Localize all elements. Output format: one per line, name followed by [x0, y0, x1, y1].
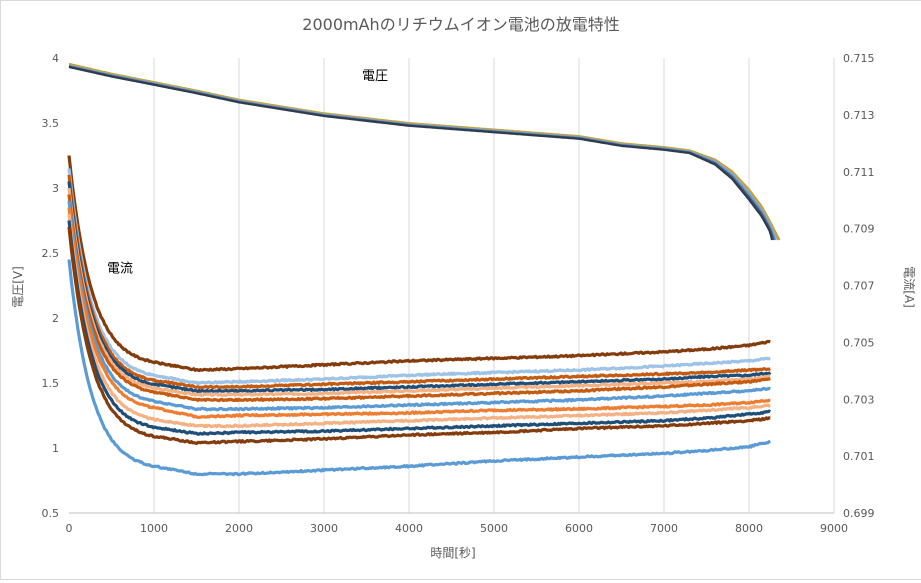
y-right-tick-label: 0.707 [843, 280, 875, 293]
x-axis-label: 時間[秒] [430, 546, 475, 560]
x-tick-label: 6000 [565, 522, 593, 535]
current-series-group [67, 155, 772, 477]
x-tick-label: 8000 [735, 522, 763, 535]
y-left-tick-label: 3.5 [42, 117, 60, 130]
y-left-tick-label: 1 [52, 442, 59, 455]
x-tick-label: 1000 [140, 522, 168, 535]
y-right-tick-label: 0.711 [843, 166, 875, 179]
voltage-series-line [68, 65, 775, 241]
y-right-tick-label: 0.699 [843, 507, 875, 520]
voltage-series-line [68, 66, 773, 241]
y-right-tick-label: 0.715 [843, 52, 875, 65]
current-series-line [67, 168, 771, 386]
x-tick-label: 2000 [225, 522, 253, 535]
gridlines [153, 58, 835, 513]
y-left-tick-label: 1.5 [42, 377, 60, 390]
y-left-tick-label: 4 [52, 52, 59, 65]
x-tick-label: 3000 [310, 522, 338, 535]
y-left-tick-label: 0.5 [42, 507, 60, 520]
current-series-line [67, 174, 771, 390]
voltage-series-line [68, 64, 777, 241]
current-series-line [67, 220, 771, 436]
x-tick-label: 5000 [480, 522, 508, 535]
current-series-line [67, 181, 772, 394]
x-tick-label: 0 [66, 522, 73, 535]
y-right-tick-label: 0.705 [843, 336, 875, 349]
current-series-line [67, 200, 771, 412]
y-right-tick-label: 0.703 [843, 393, 875, 406]
x-tick-label: 7000 [650, 522, 678, 535]
y-right-tick-label: 0.709 [843, 223, 875, 236]
current-series-line [67, 207, 771, 419]
current-series-line [67, 155, 771, 373]
chart-title: 2000mAhのリチウムイオン電池の放電特性 [302, 15, 619, 34]
voltage-series-line [68, 64, 779, 241]
y-right-tick-label: 0.713 [843, 109, 875, 122]
current-series-line [67, 213, 771, 429]
current-series-line [67, 259, 772, 477]
y-right-axis-label: 電流[A] [902, 266, 916, 308]
annotation-label: 電圧 [362, 69, 388, 84]
y-left-tick-label: 2.5 [42, 247, 60, 260]
y-left-tick-label: 3 [52, 182, 59, 195]
current-series-line [67, 187, 771, 397]
x-tick-labels: 0 1000 2000 3000 4000 5000 6000 7000 8000 9000 [66, 522, 849, 535]
voltage-series-group [68, 62, 781, 241]
y-right-tick-labels: 0.699 0.701 0.703 0.705 0.707 0.709 0.711 0.713… [843, 52, 875, 520]
x-tick-label: 4000 [395, 522, 423, 535]
current-series-line [67, 226, 771, 446]
y-left-tick-labels: 0.5 1 1.5 2 2.5 3 3.5 4 [42, 52, 60, 520]
y-left-tick-label: 2 [52, 312, 59, 325]
y-right-tick-label: 0.701 [843, 450, 875, 463]
x-tick-label: 9000 [820, 522, 848, 535]
y-left-axis-label: 電圧[V] [11, 266, 25, 308]
current-series-line [67, 194, 771, 403]
annotation-label: 電流 [107, 262, 133, 277]
